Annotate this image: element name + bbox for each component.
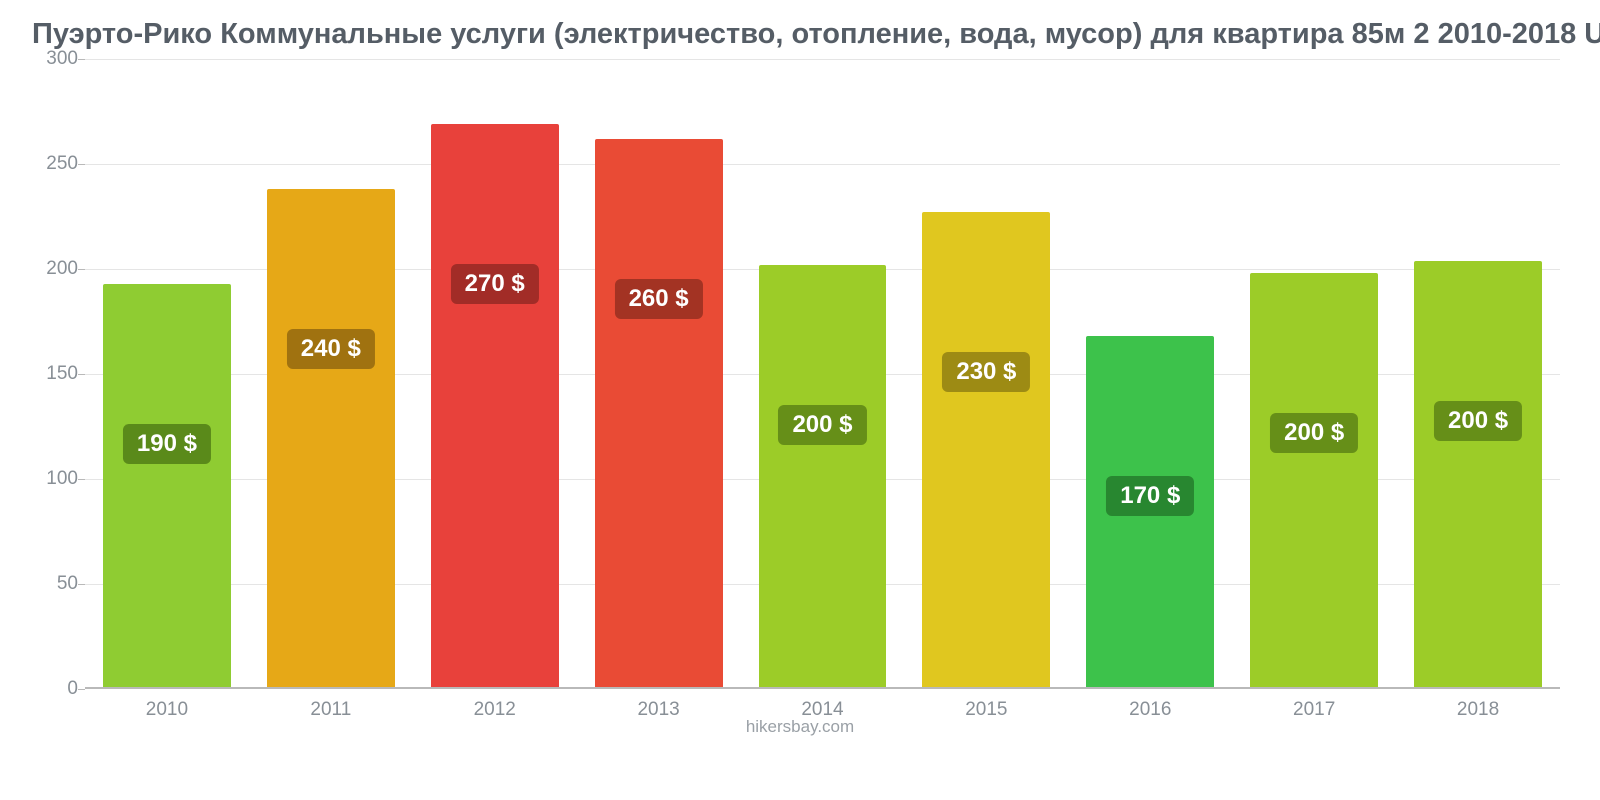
bar-value-label: 200 $ <box>1270 413 1358 453</box>
bar-value-label: 200 $ <box>1434 401 1522 441</box>
y-tick <box>78 689 85 690</box>
y-axis-label: 200 <box>30 258 78 280</box>
y-tick <box>78 479 85 480</box>
bar: 260 $ <box>595 139 723 687</box>
plot-area: 190 $ 240 $ 270 $ 260 $ 200 $ 230 $ 170 $ 200 $… <box>85 59 1560 689</box>
bar: 200 $ <box>759 265 887 687</box>
x-axis-label: 2013 <box>637 699 679 721</box>
bar-value-label: 230 $ <box>942 352 1030 392</box>
bar-value-label: 170 $ <box>1106 476 1194 516</box>
y-axis-label: 150 <box>30 363 78 385</box>
y-axis-label: 250 <box>30 153 78 175</box>
bar-value-label: 260 $ <box>615 279 703 319</box>
x-axis-label: 2011 <box>310 699 351 721</box>
bar: 270 $ <box>431 124 559 687</box>
x-axis-label: 2017 <box>1293 699 1335 721</box>
y-tick <box>78 269 85 270</box>
bar-value-label: 200 $ <box>778 405 866 445</box>
bar: 200 $ <box>1250 273 1378 687</box>
bar-value-label: 270 $ <box>451 264 539 304</box>
bar-value-label: 240 $ <box>287 329 375 369</box>
x-axis-label: 2016 <box>1129 699 1171 721</box>
x-axis-label: 2010 <box>146 699 188 721</box>
chart-title: Пуэрто-Рико Коммунальные услуги (электри… <box>32 18 1570 51</box>
bar: 230 $ <box>922 212 1050 687</box>
y-tick <box>78 164 85 165</box>
y-tick <box>78 374 85 375</box>
x-axis-label: 2012 <box>474 699 516 721</box>
x-axis-label: 2015 <box>965 699 1007 721</box>
y-axis-label: 0 <box>30 678 78 700</box>
y-axis-label: 50 <box>30 573 78 595</box>
bar-value-label: 190 $ <box>123 424 211 464</box>
bar-chart: 190 $ 240 $ 270 $ 260 $ 200 $ 230 $ 170 $ 200 $… <box>30 59 1570 739</box>
bar: 200 $ <box>1414 261 1542 687</box>
bar: 190 $ <box>103 284 231 687</box>
attribution: hikersbay.com <box>746 717 854 737</box>
y-axis-label: 300 <box>30 48 78 70</box>
grid-line <box>85 164 1560 165</box>
y-tick <box>78 59 85 60</box>
bar: 170 $ <box>1086 336 1214 687</box>
x-axis-label: 2018 <box>1457 699 1499 721</box>
y-tick <box>78 584 85 585</box>
bar: 240 $ <box>267 189 395 687</box>
grid-line <box>85 59 1560 60</box>
y-axis-label: 100 <box>30 468 78 490</box>
